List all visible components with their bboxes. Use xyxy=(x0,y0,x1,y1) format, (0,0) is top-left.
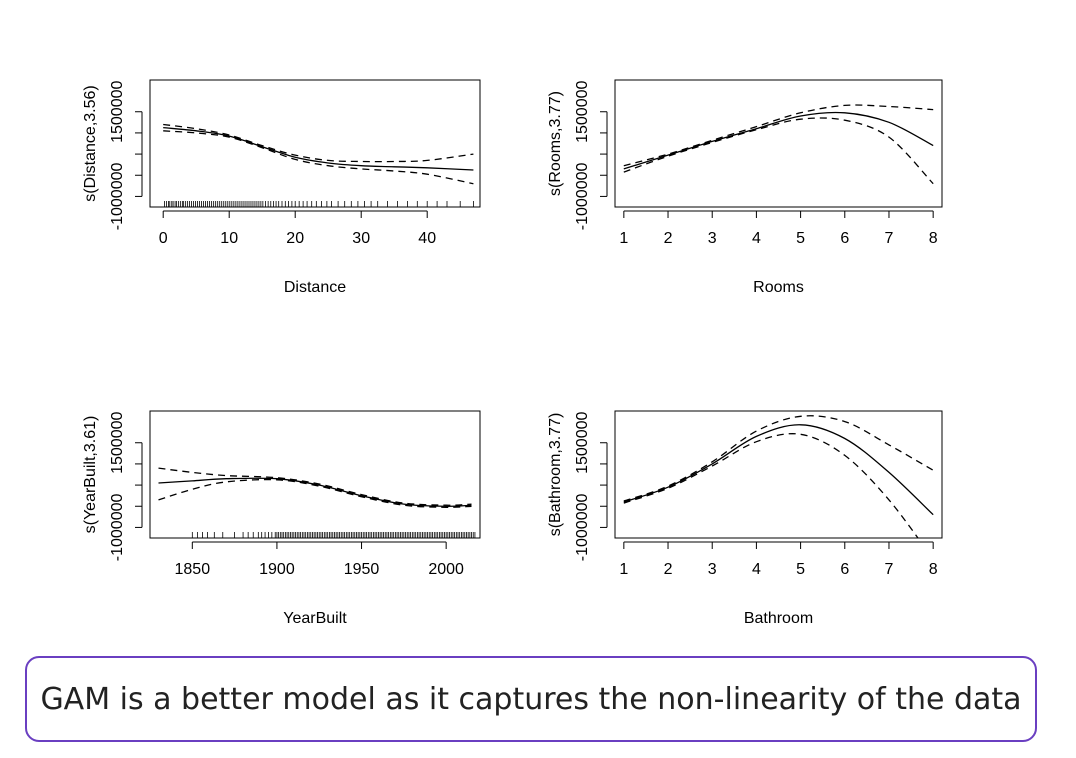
confidence-band-line xyxy=(623,415,934,502)
y-axis-label: s(Distance,3.56) xyxy=(82,85,99,202)
confidence-band-line xyxy=(623,104,934,167)
y-axis-label: s(Rooms,3.77) xyxy=(547,91,564,196)
x-tick-label: 1900 xyxy=(259,561,295,578)
conclusion-callout: GAM is a better model as it captures the… xyxy=(25,656,1037,742)
plot-frame xyxy=(614,410,943,539)
curves xyxy=(623,104,934,185)
gam-panel-bathroom: 1 2 3 4 5 6 7 8 Bathroom -1000000 1500000 s(Bathroo… xyxy=(547,410,943,627)
smooth-fit-line xyxy=(163,126,474,171)
plot-frame xyxy=(149,79,481,208)
gam-panel-yearbuilt: 1850 1900 1950 2000 YearBuilt -1000000 1500000… xyxy=(82,410,481,627)
x-tick-label: 1950 xyxy=(344,561,380,578)
y-axis-label: s(YearBuilt,3.61) xyxy=(82,416,99,534)
gam-panel-rooms: 1 2 3 4 5 6 7 8 Rooms -1000000 1500000 s(Rooms,3.77… xyxy=(547,79,943,296)
smooth-fit-line xyxy=(623,424,934,516)
y-tick-label: -1000000 xyxy=(574,163,591,231)
x-tick-label: 6 xyxy=(840,561,849,578)
x-tick-label: 20 xyxy=(286,230,304,247)
x-tick-label: 0 xyxy=(159,230,168,247)
y-tick-label: -1000000 xyxy=(109,163,126,231)
x-tick-label: 1 xyxy=(619,561,628,578)
x-axis-label: YearBuilt xyxy=(283,610,347,627)
plot-frame xyxy=(614,79,943,208)
confidence-band-line xyxy=(623,117,934,185)
gam-panel-distance: 0 10 20 30 40 Distance -1000000 1500000 s(Distan… xyxy=(82,79,481,296)
x-axis-label: Distance xyxy=(284,279,346,296)
x-tick-label: 2 xyxy=(664,230,673,247)
confidence-band-line xyxy=(163,130,474,185)
y-tick-label: -1000000 xyxy=(574,494,591,562)
conclusion-text: GAM is a better model as it captures the… xyxy=(40,681,1022,717)
x-tick-label: 5 xyxy=(796,230,805,247)
x-tick-label: 30 xyxy=(352,230,370,247)
curves xyxy=(158,467,472,508)
x-tick-label: 8 xyxy=(929,561,938,578)
x-tick-label: 1850 xyxy=(175,561,211,578)
confidence-band-line xyxy=(158,467,472,506)
plot-frame xyxy=(149,410,481,539)
x-tick-label: 4 xyxy=(752,230,761,247)
x-tick-label: 4 xyxy=(752,561,761,578)
x-tick-label: 8 xyxy=(929,230,938,247)
x-tick-label: 40 xyxy=(418,230,436,247)
smooth-fit-line xyxy=(158,477,472,507)
x-axis-label: Bathroom xyxy=(744,610,813,627)
x-tick-label: 2000 xyxy=(428,561,464,578)
x-tick-label: 3 xyxy=(708,561,717,578)
x-tick-label: 6 xyxy=(840,230,849,247)
y-tick-label: 1500000 xyxy=(109,81,126,143)
curves xyxy=(163,123,474,185)
confidence-band-line xyxy=(623,433,919,538)
confidence-band-line xyxy=(163,123,474,163)
y-tick-label: -1000000 xyxy=(109,494,126,562)
curves xyxy=(623,415,934,538)
gam-partial-dependence-plots: 0 10 20 30 40 Distance -1000000 1500000 s(Distan… xyxy=(82,79,943,627)
smooth-fit-line xyxy=(623,111,934,170)
x-axis-label: Rooms xyxy=(753,279,804,296)
x-tick-label: 10 xyxy=(220,230,238,247)
y-axis-label: s(Bathroom,3.77) xyxy=(547,413,564,537)
x-tick-label: 7 xyxy=(885,230,894,247)
y-tick-label: 1500000 xyxy=(574,81,591,143)
x-tick-label: 2 xyxy=(664,561,673,578)
x-tick-label: 5 xyxy=(796,561,805,578)
x-tick-label: 1 xyxy=(619,230,628,247)
x-tick-label: 7 xyxy=(885,561,894,578)
confidence-band-line xyxy=(158,478,472,508)
y-tick-label: 1500000 xyxy=(109,412,126,474)
y-tick-label: 1500000 xyxy=(574,412,591,474)
x-tick-label: 3 xyxy=(708,230,717,247)
